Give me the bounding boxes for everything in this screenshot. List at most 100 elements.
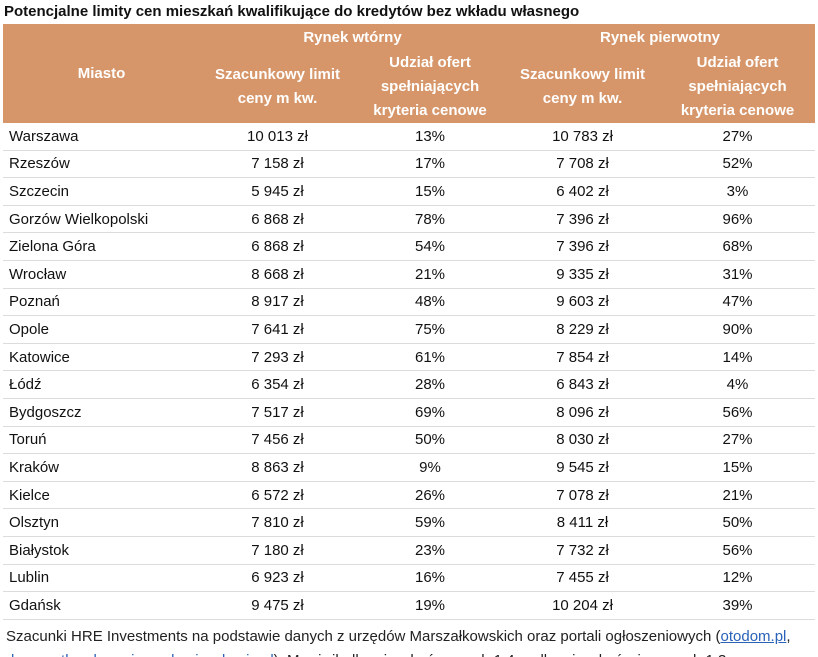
value-cell: 21% (355, 260, 506, 289)
value-cell: 7 455 zł (505, 564, 661, 593)
value-cell: 31% (660, 260, 816, 289)
header-group: Rynek pierwotny (505, 24, 816, 51)
value-cell: 6 354 zł (200, 370, 355, 399)
value-cell: 26% (355, 481, 506, 510)
table-body: Warszawa 10 013 zł 13% 10 783 zł 27% Rzeszów 7… (3, 123, 816, 620)
source-link[interactable]: morizon.pl (105, 652, 174, 657)
header-group: Rynek wtórny (200, 24, 506, 51)
footer: Szacunki HRE Investments na podstawie da… (0, 620, 818, 657)
city-cell: Kielce (3, 481, 200, 510)
city-cell: Toruń (3, 426, 200, 455)
value-cell: 7 456 zł (200, 426, 355, 455)
value-cell: 8 096 zł (505, 398, 661, 427)
value-cell: 7 293 zł (200, 343, 355, 372)
source-link[interactable]: mieszkanie.pl (183, 652, 274, 657)
city-cell: Gdańsk (3, 591, 200, 620)
value-cell: 7 854 zł (505, 343, 661, 372)
value-cell: 6 572 zł (200, 481, 355, 510)
city-cell: Bydgoszcz (3, 398, 200, 427)
table-row: Zielona Góra 6 868 zł 54% 7 396 zł 68% (3, 232, 816, 261)
table-row: Warszawa 10 013 zł 13% 10 783 zł 27% (3, 123, 816, 151)
value-cell: 48% (355, 288, 506, 317)
value-cell: 4% (660, 370, 816, 399)
table-row: Kielce 6 572 zł 26% 7 078 zł 21% (3, 481, 816, 510)
value-cell: 8 863 zł (200, 453, 355, 482)
header-cell: Miasto (3, 24, 200, 123)
city-cell: Poznań (3, 288, 200, 317)
city-cell: Łódź (3, 370, 200, 399)
value-cell: 50% (355, 426, 506, 455)
value-cell: 10 013 zł (200, 123, 355, 151)
table-row: Szczecin 5 945 zł 15% 6 402 zł 3% (3, 177, 816, 206)
value-cell: 7 180 zł (200, 536, 355, 565)
value-cell: 6 868 zł (200, 232, 355, 261)
value-cell: 8 411 zł (505, 508, 661, 537)
header-cell: Udział ofert spełniających kryteria ceno… (660, 51, 816, 123)
value-cell: 15% (660, 453, 816, 482)
header-cell: Szacunkowy limit ceny m kw. (505, 51, 661, 123)
value-cell: 52% (660, 150, 816, 179)
value-cell: 27% (660, 123, 816, 151)
city-cell: Zielona Góra (3, 232, 200, 261)
table-header: Miasto Rynek wtórny Rynek pierwotny Szac… (3, 24, 816, 123)
city-cell: Lublin (3, 564, 200, 593)
value-cell: 8 668 zł (200, 260, 355, 289)
value-cell: 6 843 zł (505, 370, 661, 399)
value-cell: 7 732 zł (505, 536, 661, 565)
value-cell: 56% (660, 398, 816, 427)
table: Miasto Rynek wtórny Rynek pierwotny Szac… (3, 24, 816, 620)
source-link[interactable]: dom.gratka.pl (6, 652, 97, 657)
footer-separator: , (786, 627, 791, 645)
value-cell: 8 229 zł (505, 315, 661, 344)
value-cell: 10 204 zł (505, 591, 661, 620)
city-cell: Olsztyn (3, 508, 200, 537)
table-row: Gorzów Wielkopolski 6 868 zł 78% 7 396 zł 96… (3, 205, 816, 234)
value-cell: 75% (355, 315, 506, 344)
table-row: Lublin 6 923 zł 16% 7 455 zł 12% (3, 564, 816, 593)
value-cell: 68% (660, 232, 816, 261)
value-cell: 8 030 zł (505, 426, 661, 455)
value-cell: 14% (660, 343, 816, 372)
value-cell: 7 708 zł (505, 150, 661, 179)
value-cell: 39% (660, 591, 816, 620)
value-cell: 27% (660, 426, 816, 455)
source-link[interactable]: otodom.pl (720, 627, 787, 645)
city-cell: Opole (3, 315, 200, 344)
value-cell: 50% (660, 508, 816, 537)
table-row: Opole 7 641 zł 75% 8 229 zł 90% (3, 315, 816, 344)
city-cell: Wrocław (3, 260, 200, 289)
table-row: Gdańsk 9 475 zł 19% 10 204 zł 39% (3, 591, 816, 620)
value-cell: 7 396 zł (505, 205, 661, 234)
value-cell: 9 603 zł (505, 288, 661, 317)
value-cell: 5 945 zł (200, 177, 355, 206)
title: Potencjalne limity cen mieszkań kwalifik… (4, 3, 580, 20)
value-cell: 69% (355, 398, 506, 427)
value-cell: 7 517 zł (200, 398, 355, 427)
value-cell: 12% (660, 564, 816, 593)
value-cell: 3% (660, 177, 816, 206)
table-row: Białystok 7 180 zł 23% 7 732 zł 56% (3, 536, 816, 565)
city-cell: Rzeszów (3, 150, 200, 179)
header-cell: Szacunkowy limit ceny m kw. (200, 51, 355, 123)
city-cell: Szczecin (3, 177, 200, 206)
value-cell: 54% (355, 232, 506, 261)
value-cell: 61% (355, 343, 506, 372)
value-cell: 17% (355, 150, 506, 179)
value-cell: 7 078 zł (505, 481, 661, 510)
value-cell: 7 396 zł (505, 232, 661, 261)
value-cell: 16% (355, 564, 506, 593)
value-cell: 56% (660, 536, 816, 565)
table-row: Łódź 6 354 zł 28% 6 843 zł 4% (3, 370, 816, 399)
value-cell: 6 923 zł (200, 564, 355, 593)
value-cell: 8 917 zł (200, 288, 355, 317)
table-row: Kraków 8 863 zł 9% 9 545 zł 15% (3, 453, 816, 482)
value-cell: 6 402 zł (505, 177, 661, 206)
footer-text: ). Mnożnik dla mieszkań nowych 1,4, a dl… (274, 652, 731, 657)
value-cell: 9 475 zł (200, 591, 355, 620)
table-row: Katowice 7 293 zł 61% 7 854 zł 14% (3, 343, 816, 372)
value-cell: 90% (660, 315, 816, 344)
table-row: Poznań 8 917 zł 48% 9 603 zł 47% (3, 288, 816, 317)
value-cell: 10 783 zł (505, 123, 661, 151)
header-cell: Udział ofert spełniających kryteria ceno… (355, 51, 506, 123)
value-cell: 13% (355, 123, 506, 151)
